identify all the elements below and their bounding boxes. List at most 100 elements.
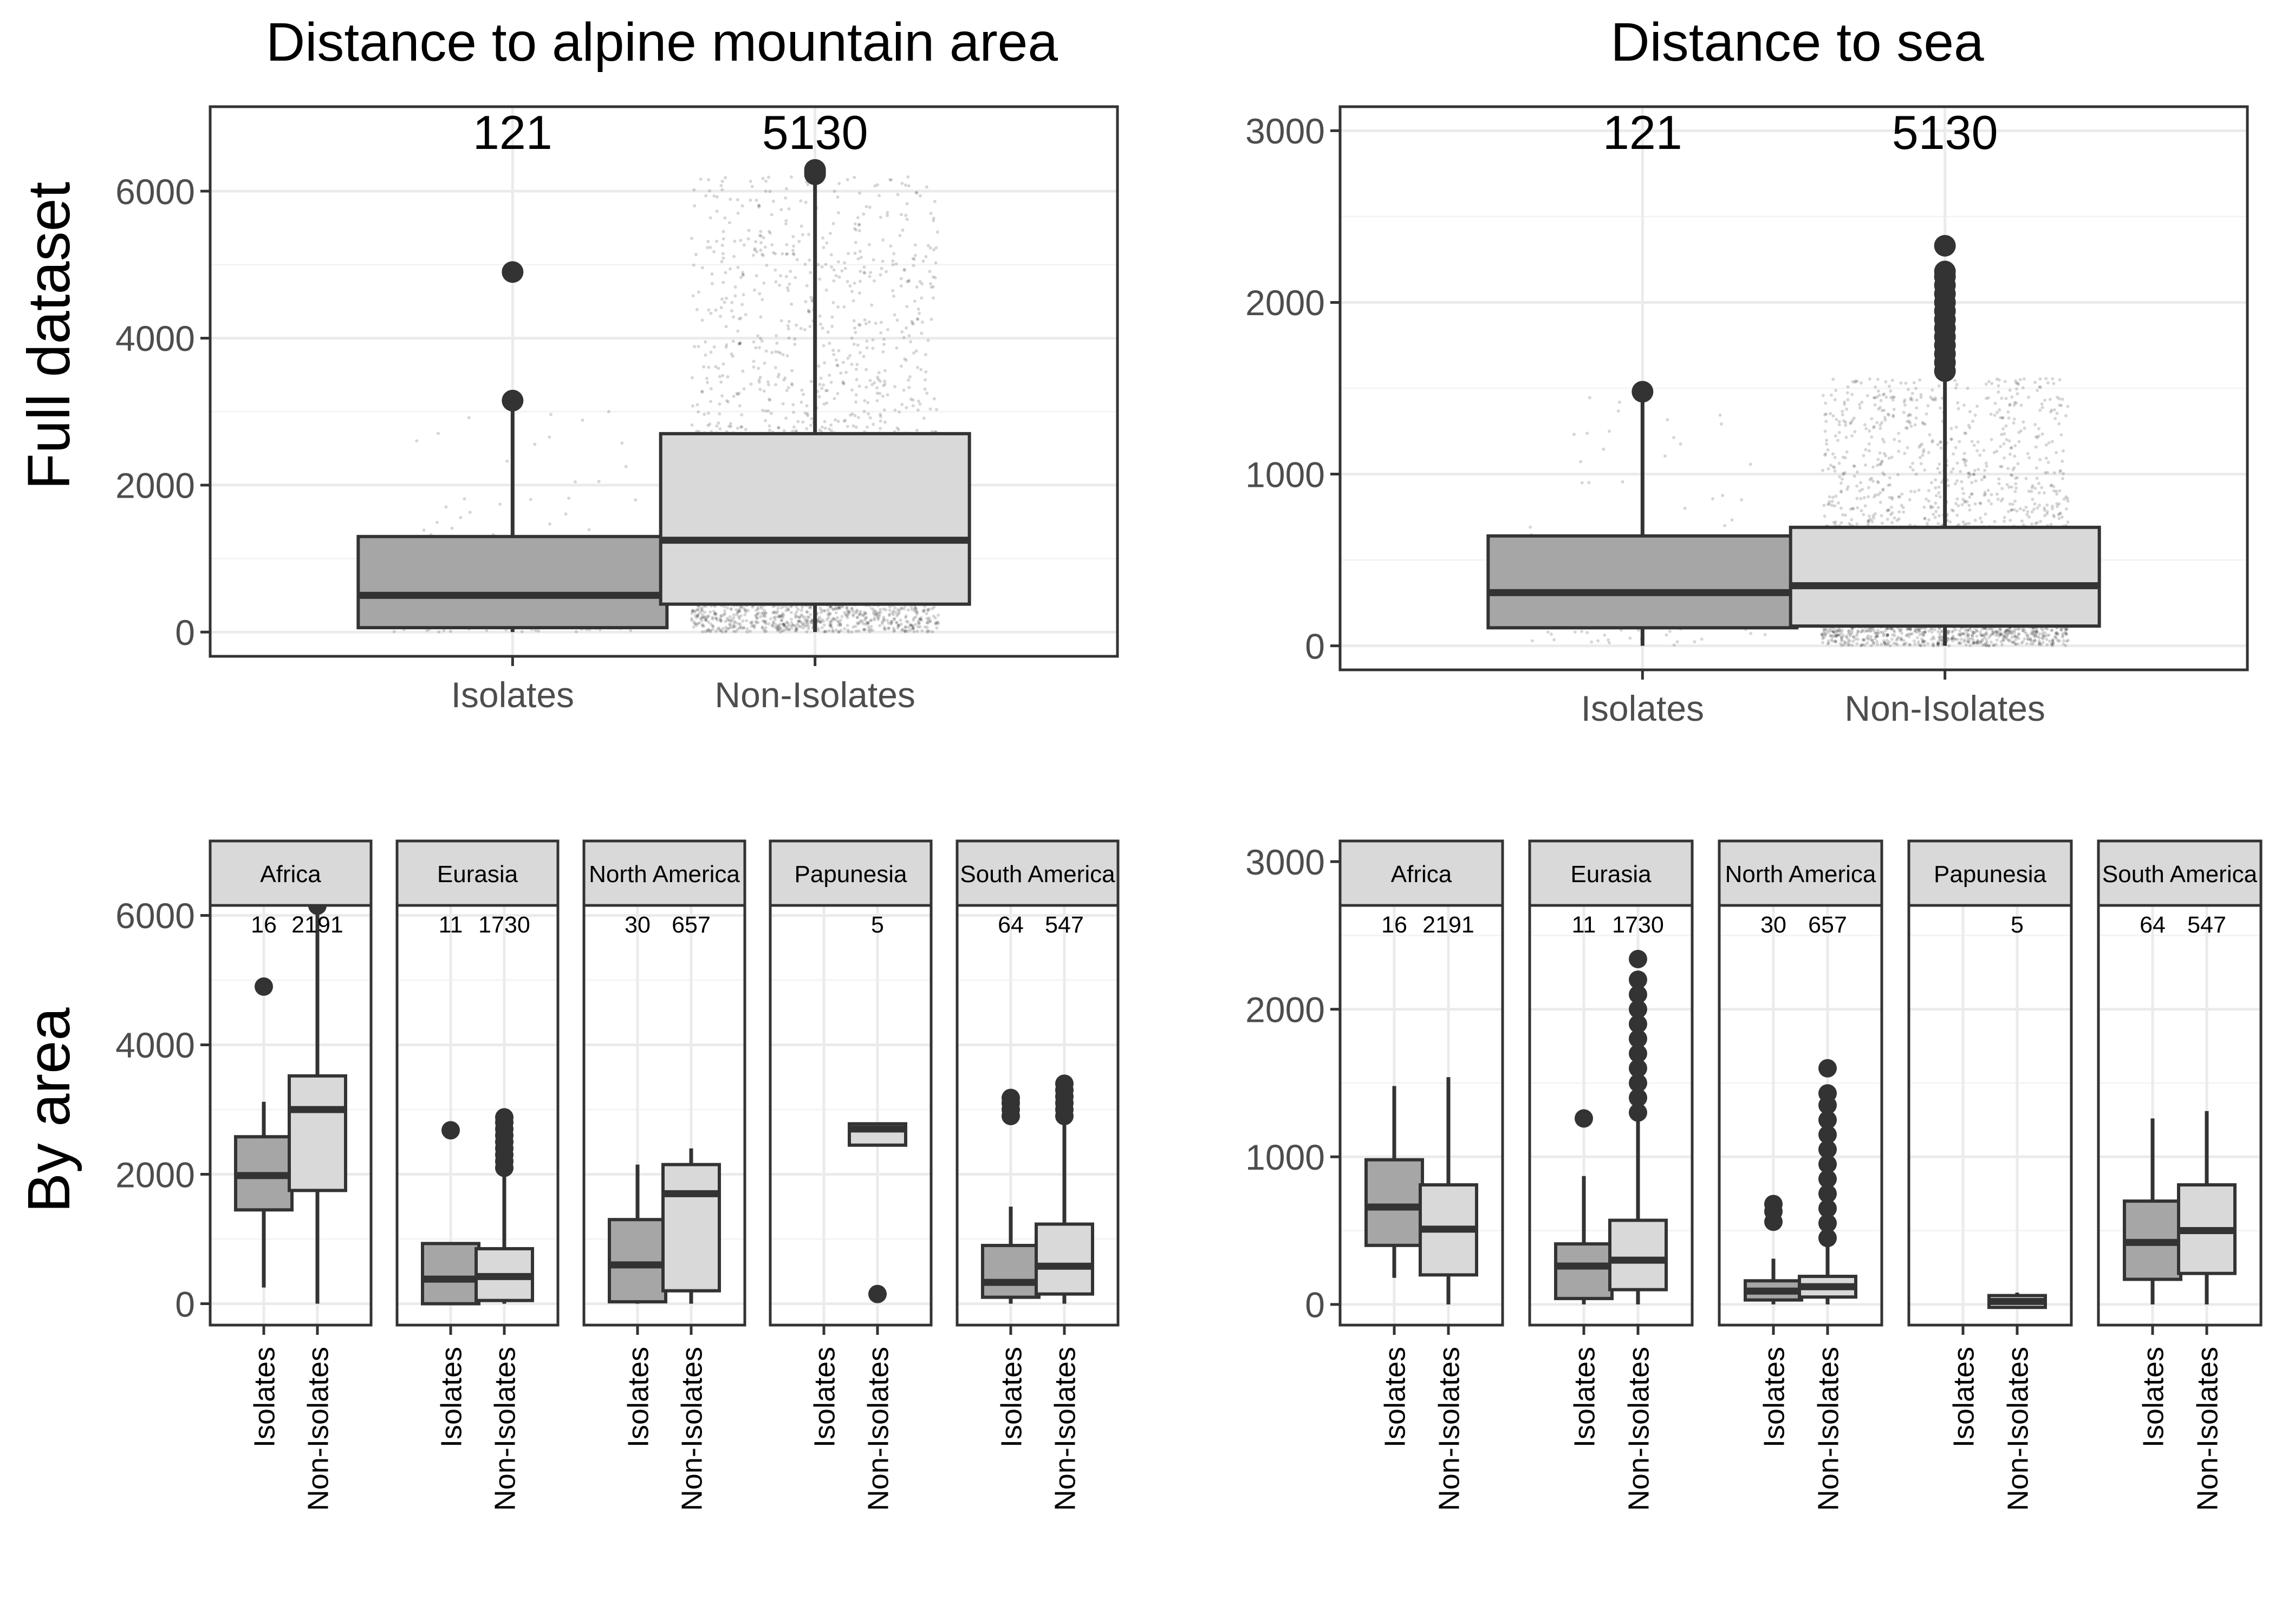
jitter-point xyxy=(1748,462,1752,466)
jitter-point xyxy=(856,343,860,347)
jitter-point xyxy=(739,316,743,320)
jitter-point xyxy=(691,610,694,614)
jitter-point xyxy=(725,296,729,300)
jitter-point xyxy=(759,315,763,319)
jitter-point xyxy=(896,623,900,627)
jitter-point xyxy=(891,289,895,292)
jitter-point xyxy=(828,623,832,627)
jitter-point xyxy=(774,623,777,627)
jitter-point xyxy=(1915,398,1919,402)
jitter-point xyxy=(825,618,829,622)
jitter-point xyxy=(708,246,712,250)
jitter-point xyxy=(796,619,800,623)
jitter-point xyxy=(878,392,882,395)
jitter-point xyxy=(634,498,638,502)
jitter-point xyxy=(848,284,852,288)
jitter-point xyxy=(787,628,791,631)
jitter-point xyxy=(1977,467,1980,471)
jitter-point xyxy=(1921,634,1925,637)
jitter-point xyxy=(1883,418,1887,422)
jitter-point xyxy=(881,394,885,398)
jitter-point xyxy=(719,380,723,384)
jitter-point xyxy=(1580,630,1584,634)
jitter-point xyxy=(835,606,838,610)
jitter-point xyxy=(912,616,916,620)
jitter-point xyxy=(795,610,798,614)
jitter-point xyxy=(2040,432,2044,436)
jitter-point xyxy=(2027,456,2031,460)
jitter-point xyxy=(1855,522,1859,526)
jitter-point xyxy=(744,608,748,612)
jitter-point xyxy=(1879,399,1883,402)
jitter-point xyxy=(843,419,847,422)
jitter-point xyxy=(911,624,914,628)
jitter-point xyxy=(1915,406,1919,410)
y-tick-label: 2000 xyxy=(115,466,195,506)
jitter-point xyxy=(1938,471,1942,474)
jitter-point xyxy=(805,623,809,627)
jitter-point xyxy=(763,619,766,623)
jitter-point xyxy=(798,619,802,623)
jitter-point xyxy=(774,350,777,354)
jitter-point xyxy=(1968,426,1972,429)
jitter-point xyxy=(760,339,764,343)
jitter-point xyxy=(1679,442,1682,446)
jitter-point xyxy=(1918,455,1922,459)
jitter-point xyxy=(1723,524,1727,527)
jitter-point xyxy=(699,177,703,181)
jitter-point xyxy=(2059,511,2063,515)
jitter-point xyxy=(1897,449,1901,453)
jitter-point xyxy=(922,610,926,614)
jitter-point xyxy=(928,620,932,624)
jitter-point xyxy=(810,298,814,302)
jitter-point xyxy=(763,615,767,618)
jitter-point xyxy=(826,608,830,612)
jitter-point xyxy=(856,216,860,219)
jitter-point xyxy=(1914,416,1918,420)
jitter-point xyxy=(1997,384,2000,388)
jitter-point xyxy=(1960,480,1964,484)
jitter-point xyxy=(1845,636,1849,640)
jitter-point xyxy=(877,371,881,375)
jitter-point xyxy=(2060,397,2064,401)
jitter-point xyxy=(759,230,763,233)
jitter-point xyxy=(2055,412,2059,415)
jitter-point xyxy=(892,295,896,298)
jitter-point xyxy=(761,177,765,180)
jitter-point xyxy=(777,628,781,631)
jitter-point xyxy=(1973,518,1977,522)
jitter-point xyxy=(1590,640,1594,644)
jitter-point xyxy=(715,195,719,199)
jitter-point xyxy=(798,616,802,619)
jitter-point xyxy=(895,614,899,618)
jitter-point xyxy=(755,198,758,202)
jitter-point xyxy=(722,256,725,260)
jitter-point xyxy=(802,615,806,619)
jitter-point xyxy=(809,271,812,275)
jitter-point xyxy=(1921,421,1925,425)
jitter-point xyxy=(937,613,940,617)
jitter-point xyxy=(864,611,868,615)
jitter-point xyxy=(803,263,807,266)
jitter-point xyxy=(629,629,633,632)
jitter-point xyxy=(883,369,887,373)
jitter-point xyxy=(529,498,532,501)
jitter-point xyxy=(1721,493,1725,497)
jitter-point xyxy=(1951,637,1954,641)
jitter-point xyxy=(926,618,930,622)
jitter-point xyxy=(873,616,876,620)
jitter-point xyxy=(728,622,732,626)
jitter-point xyxy=(718,629,722,632)
jitter-point xyxy=(804,620,808,624)
jitter-point xyxy=(762,236,765,239)
jitter-point xyxy=(1952,452,1955,456)
jitter-point xyxy=(867,625,870,629)
jitter-point xyxy=(1844,423,1848,427)
jitter-point xyxy=(1975,449,1979,453)
jitter-point xyxy=(816,626,820,630)
jitter-point xyxy=(2056,395,2059,399)
jitter-point xyxy=(2005,438,2008,441)
jitter-point xyxy=(861,622,865,625)
jitter-point xyxy=(1839,481,1843,485)
jitter-point xyxy=(1552,638,1556,642)
